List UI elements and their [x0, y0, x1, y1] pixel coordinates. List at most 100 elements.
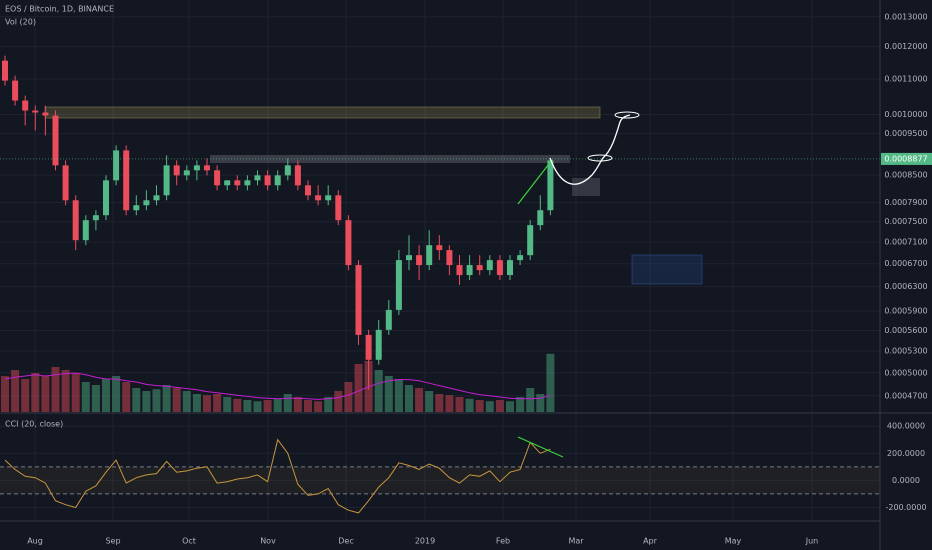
- volume-bar: [51, 367, 60, 412]
- volume-bar: [71, 373, 80, 412]
- volume-bar: [354, 364, 363, 412]
- grid: [0, 0, 880, 521]
- candle-body: [426, 245, 433, 266]
- candle-body: [123, 150, 130, 211]
- candle-body: [113, 150, 120, 181]
- candle-body: [244, 180, 251, 186]
- volume-bar: [61, 370, 70, 412]
- candle-body: [315, 195, 322, 201]
- volume-bar: [233, 398, 242, 412]
- volume-bar: [132, 388, 141, 412]
- candle-body: [72, 200, 79, 241]
- y2-tick-label: 400.0000: [887, 422, 925, 431]
- candle-body: [446, 250, 453, 266]
- candle-body: [12, 80, 19, 101]
- divergence-line: [517, 436, 564, 458]
- candle-body: [92, 215, 99, 221]
- x-tick-label: Feb: [496, 537, 510, 546]
- x-tick-label: 2019: [415, 537, 435, 546]
- y-tick-label: 0.0006700: [884, 259, 927, 268]
- candle-body: [153, 195, 160, 201]
- candle-body: [163, 165, 170, 196]
- candle-body: [355, 265, 362, 335]
- cci-line: [4, 438, 551, 514]
- volume-bar: [485, 401, 494, 412]
- candle-body: [466, 265, 473, 276]
- volume-bar: [31, 373, 40, 412]
- candle-body: [204, 165, 210, 171]
- volume-bar: [192, 394, 201, 412]
- x-tick-label: Apr: [643, 537, 658, 546]
- x-tick-label: Oct: [182, 537, 196, 546]
- candle-body: [234, 180, 241, 186]
- candle-body: [284, 165, 291, 176]
- y-tick-label: 0.0007900: [884, 198, 927, 207]
- volume-bar: [495, 400, 504, 412]
- y2-tick-label: 200.0000: [887, 449, 925, 458]
- candle-body: [133, 205, 140, 211]
- volume-bar: [465, 398, 474, 412]
- volume-bar: [213, 394, 222, 412]
- volume-bar: [394, 379, 403, 412]
- volume-bar: [455, 397, 464, 412]
- projection-mark: [614, 111, 640, 119]
- volume-bar: [314, 401, 323, 412]
- candle-body: [406, 255, 412, 261]
- candle-body: [517, 255, 524, 261]
- last-price-badge: [881, 152, 932, 165]
- candle-body: [507, 260, 513, 276]
- volume-bar: [142, 391, 151, 412]
- y-tick-label: 0.0006300: [884, 282, 927, 291]
- volume-bar: [11, 370, 20, 412]
- x-tick-label: Jun: [805, 537, 819, 546]
- volume-bar: [536, 394, 545, 412]
- volume-bar: [41, 376, 50, 412]
- candle-body: [547, 160, 554, 211]
- volume-bar: [283, 394, 292, 412]
- candle-body: [274, 175, 281, 186]
- candle-body: [32, 110, 39, 113]
- candle-body: [476, 265, 483, 271]
- last-price-label: 0.0008877: [884, 154, 927, 163]
- candle-body: [193, 165, 200, 171]
- volume-bar: [21, 379, 30, 412]
- resistance-zone: [44, 106, 601, 119]
- candle-body: [254, 175, 261, 181]
- candle-body: [395, 260, 402, 310]
- volume-bar: [223, 397, 232, 412]
- y-tick-label: 0.0005600: [884, 326, 927, 335]
- volume-bar: [112, 376, 121, 412]
- plot: [0, 55, 880, 514]
- volume-bar: [122, 382, 131, 412]
- support-zone: [631, 254, 703, 285]
- candle-body: [183, 170, 190, 176]
- y-tick-label: 0.0012000: [884, 42, 927, 51]
- x-tick-label: Nov: [260, 537, 276, 546]
- target-zone: [572, 178, 600, 196]
- candle-body: [325, 195, 332, 201]
- y-tick-label: 0.0013000: [884, 12, 927, 21]
- candle-body: [294, 165, 301, 186]
- candle-body: [527, 225, 534, 256]
- candle-body: [62, 165, 69, 201]
- volume-bar: [304, 400, 312, 412]
- volume-bar: [475, 400, 484, 412]
- volume-ma-line: [4, 372, 551, 400]
- candle-body: [214, 170, 221, 186]
- y-tick-label: 0.0005300: [884, 347, 927, 356]
- candle-body: [345, 220, 352, 266]
- indicator-label: CCI (20, close): [5, 420, 63, 429]
- volume-bar: [273, 398, 282, 412]
- volume-bar: [81, 382, 90, 412]
- candle-body: [173, 165, 180, 176]
- y-tick-label: 0.0008500: [884, 171, 927, 180]
- projection-curve: [549, 114, 631, 185]
- x-tick-label: Aug: [27, 537, 43, 546]
- volume-bar: [506, 401, 514, 412]
- candle-body: [52, 115, 59, 166]
- volume-bar: [172, 388, 181, 412]
- volume-label: Vol (20): [5, 18, 36, 27]
- y-tick-label: 0.0007500: [884, 217, 927, 226]
- volume-bar: [526, 388, 535, 412]
